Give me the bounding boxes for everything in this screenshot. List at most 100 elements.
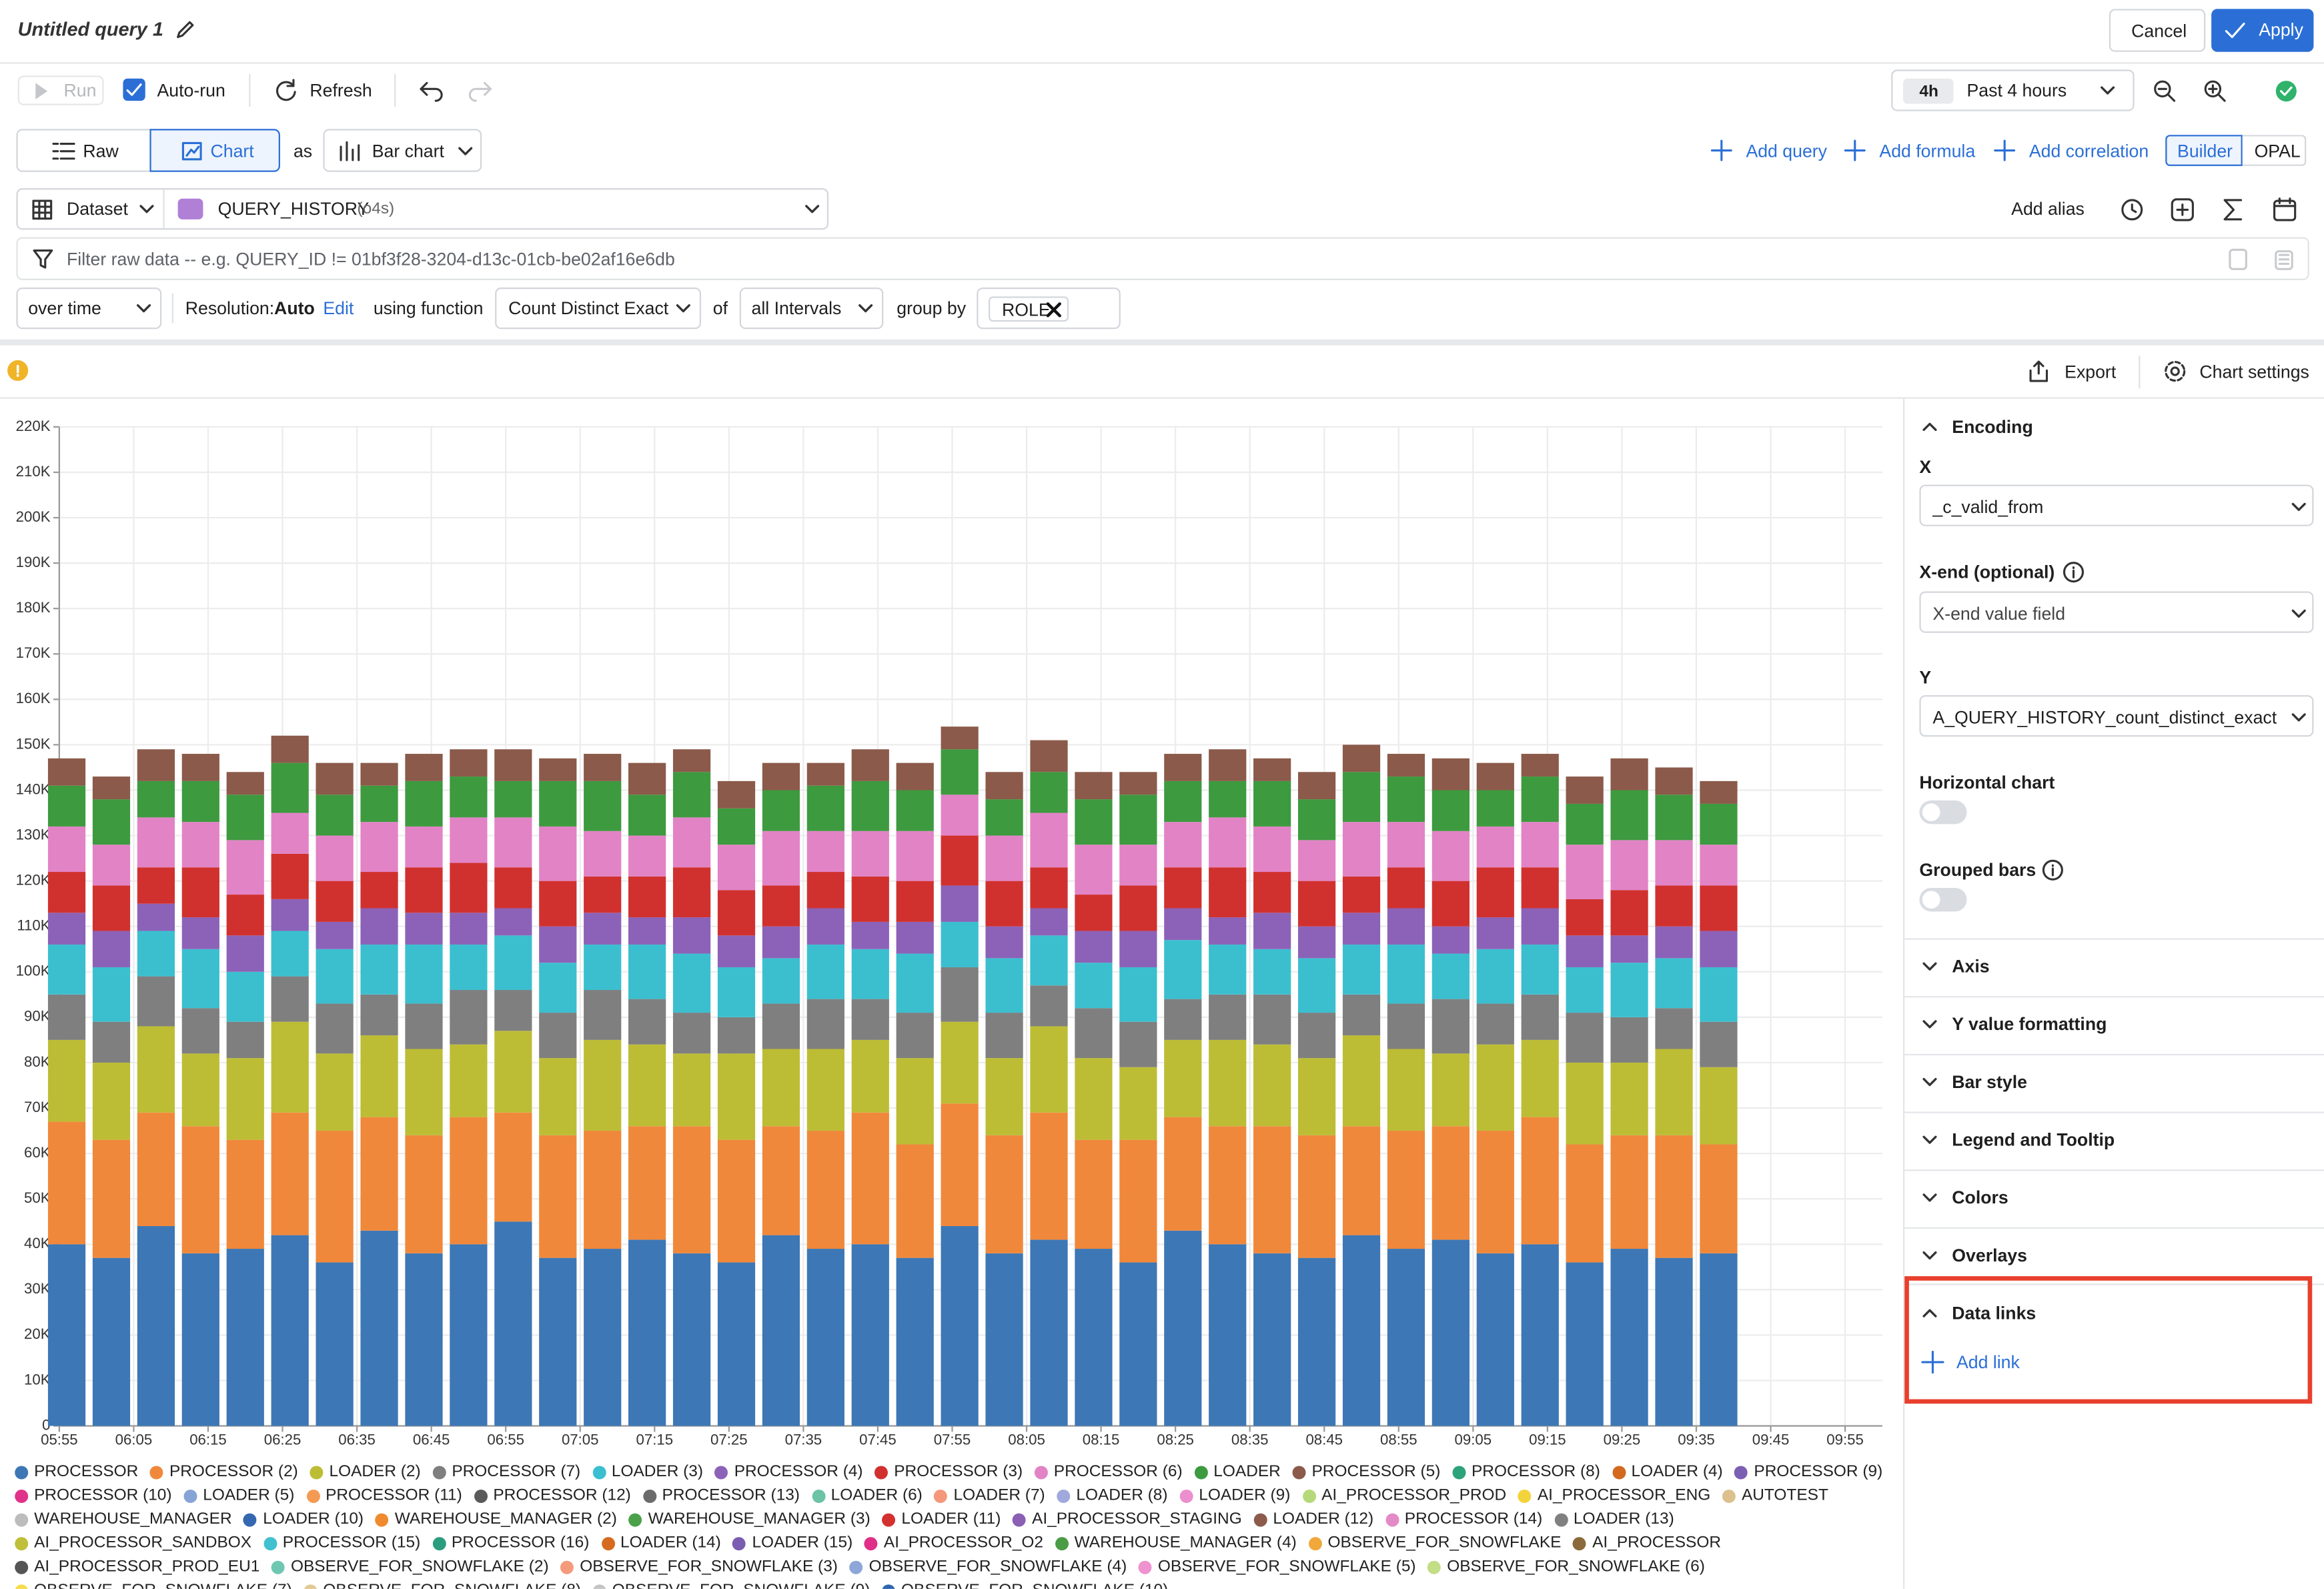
legend-item[interactable]: WAREHOUSE_MANAGER	[15, 1509, 232, 1530]
add-formula[interactable]: Add formula	[1879, 141, 1976, 162]
group-by-input[interactable]: ROLE	[977, 288, 1121, 330]
legend-item[interactable]: LOADER (14)	[601, 1532, 721, 1553]
redo-icon[interactable]	[468, 80, 492, 102]
legend-item[interactable]: OBSERVE_FOR_SNOWFLAKE	[1308, 1532, 1561, 1553]
legend-item[interactable]: PROCESSOR (3)	[875, 1462, 1023, 1482]
chevron[interactable]	[1922, 1020, 1937, 1029]
add-alias[interactable]: Add alias	[2011, 198, 2085, 219]
edit-icon[interactable]	[175, 19, 195, 40]
section-title[interactable]: Colors	[1952, 1187, 2008, 1208]
apply-button[interactable]: Apply	[2211, 9, 2314, 52]
legend-item[interactable]: LOADER	[1194, 1462, 1281, 1482]
xend-select[interactable]: X-end value field	[1919, 591, 2314, 633]
gear-icon[interactable]	[2164, 360, 2186, 382]
legend-item[interactable]: OBSERVE_FOR_SNOWFLAKE (5)	[1139, 1556, 1416, 1577]
paste-icon[interactable]	[2275, 249, 2293, 270]
chevron[interactable]	[1922, 962, 1937, 971]
time-range-picker[interactable]: 4h Past 4 hours	[1891, 69, 2135, 111]
legend-item[interactable]: PROCESSOR (5)	[1292, 1462, 1440, 1482]
legend-item[interactable]: PROCESSOR (6)	[1034, 1462, 1183, 1482]
remove-icon[interactable]	[1046, 302, 1061, 318]
legend-item[interactable]: AI_PROCESSOR_O2	[864, 1532, 1043, 1553]
legend-item[interactable]: LOADER (15)	[732, 1532, 852, 1553]
legend-item[interactable]: PROCESSOR (9)	[1734, 1462, 1882, 1482]
legend-item[interactable]: PROCESSOR	[15, 1462, 138, 1482]
section-title[interactable]: Overlays	[1952, 1245, 2027, 1266]
legend-item[interactable]: AI_PROCESSOR_ENG	[1518, 1485, 1710, 1506]
legend-item[interactable]: WAREHOUSE_MANAGER (4)	[1055, 1532, 1297, 1553]
legend-item[interactable]: AI_PROCESSOR	[1573, 1532, 1721, 1553]
intervals-select[interactable]: all Intervals	[739, 288, 884, 330]
legend-item[interactable]: PROCESSOR (11)	[306, 1485, 462, 1506]
legend-item[interactable]: LOADER (9)	[1179, 1485, 1290, 1506]
legend-item[interactable]: OBSERVE_FOR_SNOWFLAKE (6)	[1427, 1556, 1705, 1577]
legend-item[interactable]: PROCESSOR (7)	[432, 1462, 580, 1482]
refresh-icon[interactable]	[274, 79, 298, 103]
query-title[interactable]: Untitled query 1	[17, 17, 163, 40]
legend-item[interactable]: PROCESSOR (4)	[714, 1462, 863, 1482]
add-correlation[interactable]: Add correlation	[2028, 141, 2149, 162]
legend-item[interactable]: OBSERVE_FOR_SNOWFLAKE (8)	[304, 1580, 581, 1589]
plus-icon[interactable]	[1921, 1350, 1944, 1374]
section-title[interactable]: Y value formatting	[1952, 1013, 2107, 1035]
chevron[interactable]	[1922, 422, 1937, 432]
resolution-edit[interactable]: Edit	[323, 298, 354, 319]
plus-icon[interactable]	[1994, 139, 2016, 161]
legend-item[interactable]: OBSERVE_FOR_SNOWFLAKE (2)	[271, 1556, 549, 1577]
add-icon[interactable]	[2171, 198, 2194, 221]
add-query[interactable]: Add query	[1746, 141, 1827, 162]
history-icon[interactable]	[2121, 199, 2143, 221]
chevron[interactable]	[1922, 1077, 1937, 1087]
export-icon[interactable]	[2029, 360, 2049, 382]
chevron[interactable]	[1922, 1193, 1937, 1202]
legend-item[interactable]: LOADER (3)	[592, 1462, 703, 1482]
plus-icon[interactable]	[1710, 139, 1732, 161]
legend-item[interactable]: LOADER (13)	[1554, 1509, 1674, 1530]
horizontal-toggle[interactable]	[1919, 800, 1967, 825]
sum-icon[interactable]	[2223, 199, 2243, 221]
legend-item[interactable]: PROCESSOR (10)	[15, 1485, 172, 1506]
info-icon[interactable]	[2042, 859, 2063, 881]
info-icon[interactable]	[2063, 562, 2085, 583]
plus-icon[interactable]	[1844, 139, 1866, 161]
legend-item[interactable]: LOADER (10)	[243, 1509, 364, 1530]
legend-item[interactable]: OBSERVE_FOR_SNOWFLAKE (10)	[882, 1580, 1168, 1589]
section-title[interactable]: Encoding	[1952, 416, 2033, 438]
dataset-select[interactable]: Dataset QUERY_HISTORY (o4s)	[16, 188, 829, 230]
legend-item[interactable]: LOADER (5)	[183, 1485, 294, 1506]
legend-item[interactable]: OBSERVE_FOR_SNOWFLAKE (4)	[849, 1556, 1127, 1577]
legend-item[interactable]: AI_PROCESSOR_PROD_EU1	[15, 1556, 259, 1577]
chart-type-select[interactable]: Bar chart	[323, 129, 482, 172]
autorun-checkbox[interactable]	[123, 78, 145, 101]
section-title[interactable]: Data links	[1952, 1303, 2037, 1324]
legend-item[interactable]: WAREHOUSE_MANAGER (3)	[628, 1509, 870, 1530]
chart-tab[interactable]: Chart	[149, 129, 280, 172]
legend-item[interactable]: LOADER (11)	[882, 1509, 1001, 1530]
y-select[interactable]: A_QUERY_HISTORY_count_distinct_exact	[1919, 695, 2314, 737]
section-title[interactable]: Legend and Tooltip	[1952, 1129, 2115, 1151]
legend-item[interactable]: LOADER (6)	[811, 1485, 923, 1506]
legend-item[interactable]: PROCESSOR (15)	[263, 1532, 420, 1553]
x-select[interactable]: _c_valid_from	[1919, 484, 2314, 526]
add-link[interactable]: Add link	[1956, 1352, 2020, 1373]
copy-icon[interactable]	[2229, 248, 2247, 270]
undo-icon[interactable]	[420, 80, 444, 102]
legend-item[interactable]: PROCESSOR (12)	[474, 1485, 631, 1506]
section-title[interactable]: Bar style	[1952, 1071, 2027, 1093]
legend-item[interactable]: AI_PROCESSOR_STAGING	[1013, 1509, 1242, 1530]
chevron[interactable]	[1922, 1251, 1937, 1260]
calendar-icon[interactable]	[2273, 197, 2297, 221]
legend-item[interactable]: WAREHOUSE_MANAGER (2)	[375, 1509, 617, 1530]
zoom-out-icon[interactable]	[2153, 80, 2176, 102]
raw-tab[interactable]: Raw	[16, 129, 151, 172]
legend-item[interactable]: LOADER (4)	[1612, 1462, 1723, 1482]
legend-item[interactable]: PROCESSOR (8)	[1452, 1462, 1600, 1482]
legend-item[interactable]: AI_PROCESSOR_PROD	[1302, 1485, 1506, 1506]
function-select[interactable]: Count Distinct Exact	[495, 288, 701, 330]
legend-item[interactable]: LOADER (12)	[1253, 1509, 1373, 1530]
chevron[interactable]	[1922, 1309, 1937, 1317]
zoom-in-icon[interactable]	[2204, 80, 2226, 102]
info-icon[interactable]	[7, 360, 29, 382]
over-time-select[interactable]: over time	[16, 288, 162, 330]
legend-item[interactable]: PROCESSOR (2)	[150, 1462, 298, 1482]
